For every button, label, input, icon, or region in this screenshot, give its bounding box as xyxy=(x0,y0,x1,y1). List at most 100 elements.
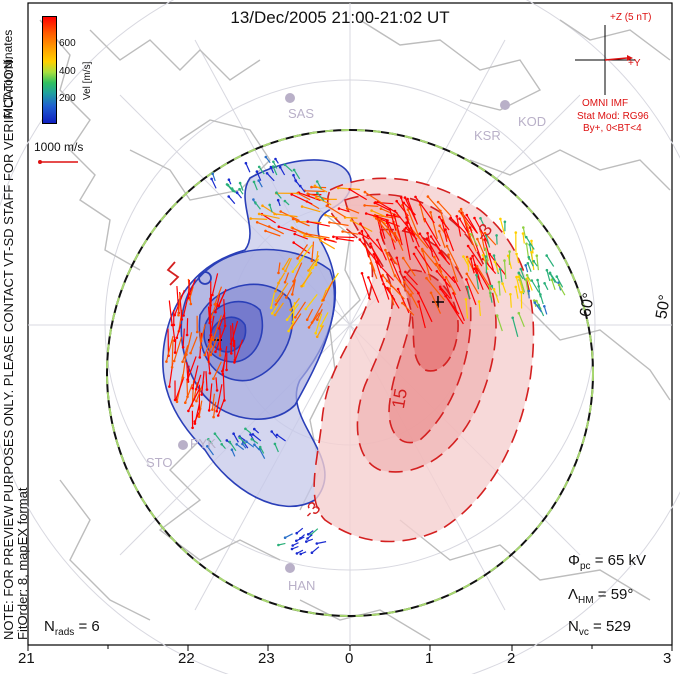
velocity-vector xyxy=(437,201,452,217)
vector-origin xyxy=(445,244,449,248)
vector-origin xyxy=(438,215,441,219)
velocity-vector xyxy=(294,233,309,240)
velocity-vector xyxy=(275,292,285,305)
vector-origin xyxy=(404,270,407,274)
velocity-vector xyxy=(450,217,466,234)
vector-origin xyxy=(233,361,236,364)
vector-origin xyxy=(211,338,215,342)
vector-origin xyxy=(519,267,523,271)
vector-origin xyxy=(385,213,389,217)
vector-origin xyxy=(257,165,261,169)
vector-origin xyxy=(358,231,361,235)
velocity-vector xyxy=(304,190,325,193)
velocity-vector xyxy=(329,221,349,227)
velocity-vector xyxy=(205,371,208,390)
vector-origin xyxy=(253,443,256,447)
vector-origin xyxy=(283,536,287,539)
vector-origin xyxy=(403,275,406,279)
velocity-vector xyxy=(306,233,330,239)
vector-origin xyxy=(213,432,217,436)
velocity-vector xyxy=(462,256,470,268)
velocity-vector xyxy=(192,365,199,389)
vector-origin xyxy=(181,376,185,379)
velocity-vector xyxy=(208,383,213,411)
vector-origin xyxy=(310,185,313,189)
vector-origin xyxy=(293,232,297,236)
velocity-vector xyxy=(295,180,301,188)
velocity-vector xyxy=(265,230,281,237)
velocity-vector xyxy=(212,315,222,340)
stat-lambda-hm-sub: HM xyxy=(578,595,594,606)
station-han: HAN xyxy=(288,578,316,593)
velocity-vector xyxy=(211,393,215,410)
velocity-vector xyxy=(367,277,380,303)
velocity-vector xyxy=(485,235,491,248)
vector-origin xyxy=(275,191,278,194)
vector-origin xyxy=(230,448,234,452)
vector-origin xyxy=(220,443,223,446)
vector-origin xyxy=(435,270,439,273)
vector-origin xyxy=(479,217,482,220)
vector-origin xyxy=(389,258,393,261)
vector-origin xyxy=(434,262,438,266)
velocity-vector xyxy=(223,299,226,326)
vector-origin xyxy=(366,234,370,237)
velocity-vector xyxy=(274,213,298,218)
velocity-vector xyxy=(182,328,185,348)
velocity-vector xyxy=(307,221,330,227)
vector-origin xyxy=(336,186,340,190)
vector-origin xyxy=(484,233,488,237)
vector-origin xyxy=(471,254,474,258)
velocity-vector xyxy=(468,234,477,252)
vector-origin xyxy=(521,232,525,235)
vector-origin xyxy=(233,358,237,362)
velocity-vector xyxy=(297,244,308,259)
vector-origin xyxy=(257,212,261,216)
velocity-vector xyxy=(301,206,321,213)
velocity-vector xyxy=(261,213,276,224)
velocity-vector xyxy=(407,198,419,225)
velocity-vector xyxy=(522,227,526,238)
preview-note: NOTE: FOR PREVIEW PURPOSES ONLY. PLEASE … xyxy=(1,56,30,640)
vector-origin xyxy=(291,320,295,324)
velocity-vector xyxy=(472,255,481,282)
vector-origin xyxy=(363,190,367,194)
velocity-vector xyxy=(384,249,396,278)
stat-n-rads: Nrads = 6 xyxy=(44,618,100,638)
vector-origin xyxy=(306,537,309,540)
vector-origin xyxy=(543,282,546,285)
velocity-vector xyxy=(473,217,490,245)
velocity-vector xyxy=(297,192,311,201)
vector-origin xyxy=(418,232,422,235)
velocity-vector xyxy=(270,292,275,308)
vector-origin xyxy=(498,267,502,271)
vector-origin xyxy=(170,366,174,369)
velocity-vector xyxy=(312,258,320,269)
vector-origin xyxy=(417,300,420,303)
vector-origin xyxy=(488,284,491,288)
velocity-vector xyxy=(387,214,401,218)
vector-origin xyxy=(209,334,212,337)
vector-origin xyxy=(195,330,199,334)
velocity-vector xyxy=(217,289,227,307)
vector-origin xyxy=(213,303,217,306)
vector-origin xyxy=(449,216,453,219)
velocity-vector xyxy=(190,336,198,354)
vector-origin xyxy=(458,217,461,220)
velocity-vector xyxy=(403,229,411,261)
vector-origin xyxy=(261,204,264,207)
vector-origin xyxy=(476,237,479,241)
vector-origin xyxy=(253,427,256,431)
vector-origin xyxy=(405,221,408,224)
velocity-vector xyxy=(480,231,486,252)
velocity-vector xyxy=(445,277,457,296)
velocity-vector xyxy=(528,256,534,267)
velocity-vector xyxy=(527,277,533,291)
velocity-vector xyxy=(403,281,414,295)
velocity-vector xyxy=(364,204,379,207)
velocity-vector xyxy=(465,299,469,319)
velocity-vector xyxy=(258,213,280,219)
velocity-vector xyxy=(551,279,556,290)
velocity-vector xyxy=(182,353,187,378)
velocity-vector xyxy=(290,313,302,329)
